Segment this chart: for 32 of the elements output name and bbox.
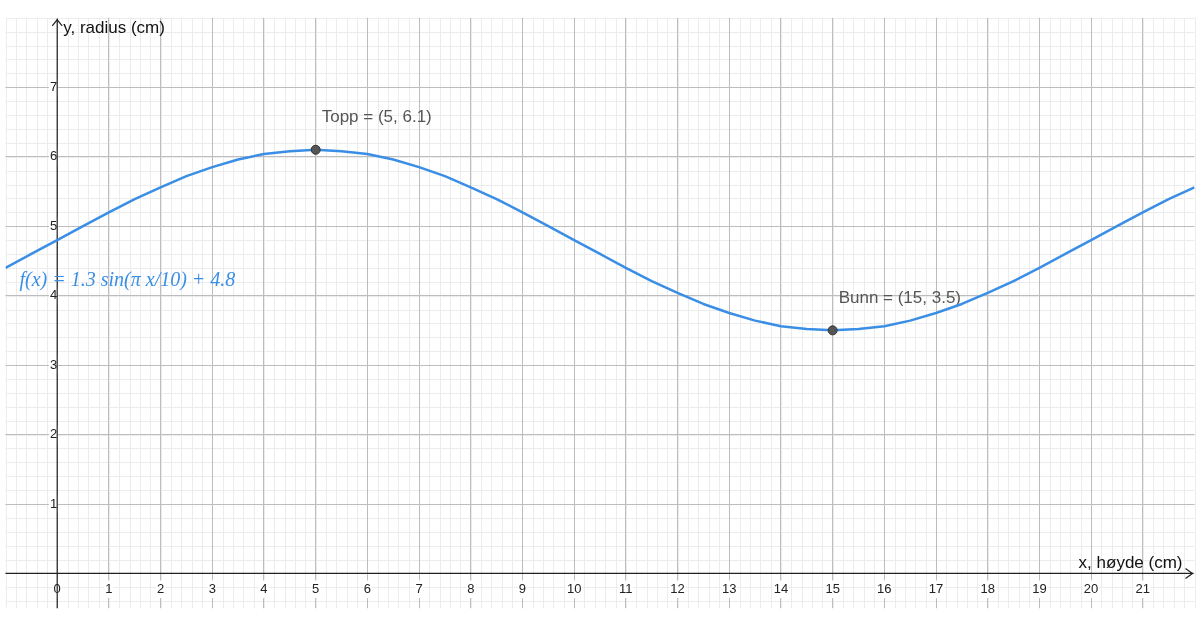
- annotation: Topp = (5, 6.1): [321, 106, 432, 126]
- x-tick-label: 12: [670, 580, 685, 596]
- x-tick-label: 15: [825, 580, 840, 596]
- y-tick-label: 6: [49, 148, 58, 164]
- x-tick-label: 17: [928, 580, 944, 596]
- x-tick-label: 2: [156, 580, 165, 596]
- x-tick-label: 4: [260, 580, 268, 596]
- x-tick-label: 16: [877, 580, 892, 596]
- y-axis-title: y, radius (cm): [63, 17, 165, 37]
- x-tick-label: 8: [467, 580, 475, 596]
- x-tick-label: 3: [208, 580, 216, 596]
- x-tick-label: 1: [105, 580, 113, 596]
- y-tick-label: 5: [49, 217, 58, 233]
- x-tick-label: 9: [518, 580, 527, 596]
- y-tick-label: 3: [49, 356, 58, 372]
- x-tick-label: 7: [415, 580, 423, 596]
- x-tick-label: 13: [722, 580, 737, 596]
- x-tick-label: 20: [1083, 580, 1099, 596]
- y-tick-label: 1: [49, 495, 58, 511]
- annotation: Bunn = (15, 3.5): [838, 287, 962, 307]
- y-tick-label: 4: [49, 287, 58, 303]
- x-axis-title: x, høyde (cm): [1078, 552, 1183, 572]
- x-tick-label: 18: [980, 580, 995, 596]
- x-tick-label: 6: [363, 580, 371, 596]
- x-tick-label: 11: [619, 580, 633, 596]
- x-tick-label: 5: [312, 580, 320, 596]
- x-tick-label: 19: [1032, 580, 1047, 596]
- y-tick-label: 2: [49, 426, 58, 442]
- x-tick-label: 10: [566, 580, 582, 596]
- x-tick-label: 14: [773, 580, 789, 596]
- y-tick-label: 7: [49, 78, 58, 94]
- x-tick-label: 21: [1135, 580, 1151, 596]
